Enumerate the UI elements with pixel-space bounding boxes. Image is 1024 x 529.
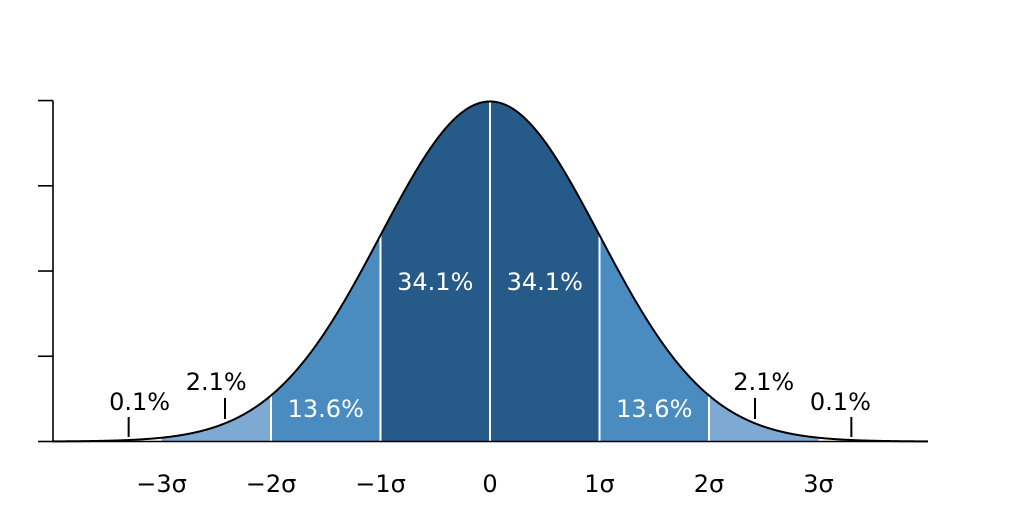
x-tick-label: −2σ (246, 470, 297, 498)
band-percent-label: 34.1% (397, 268, 473, 296)
tail-percent-label: 0.1% (109, 388, 170, 416)
band-percent-label: 2.1% (733, 368, 794, 396)
tail-percent-label: 0.1% (810, 388, 871, 416)
bell-curve-line (51, 100, 929, 443)
x-tick-label: −1σ (355, 470, 406, 498)
x-tick-label: 0 (482, 470, 497, 498)
band-area-6 (709, 395, 819, 442)
curve-layer (51, 100, 929, 443)
band-percent-label: 13.6% (288, 395, 364, 423)
axes-layer (38, 99, 928, 443)
x-tick-label: −3σ (136, 470, 187, 498)
band-percent-label: 34.1% (507, 268, 583, 296)
x-tick-label: 1σ (584, 470, 614, 498)
band-percent-label: 13.6% (616, 395, 692, 423)
x-tick-label: 2σ (694, 470, 724, 498)
divider-layer (270, 101, 710, 442)
labels-layer: −3σ −2σ −1σ 0 1σ 2σ 3σ 2.1% 13.6% 34.1% 34.1% 13.6%… (109, 268, 871, 498)
x-tick-label: 3σ (803, 470, 833, 498)
band-percent-label: 2.1% (186, 368, 247, 396)
band-area-1 (161, 395, 271, 442)
